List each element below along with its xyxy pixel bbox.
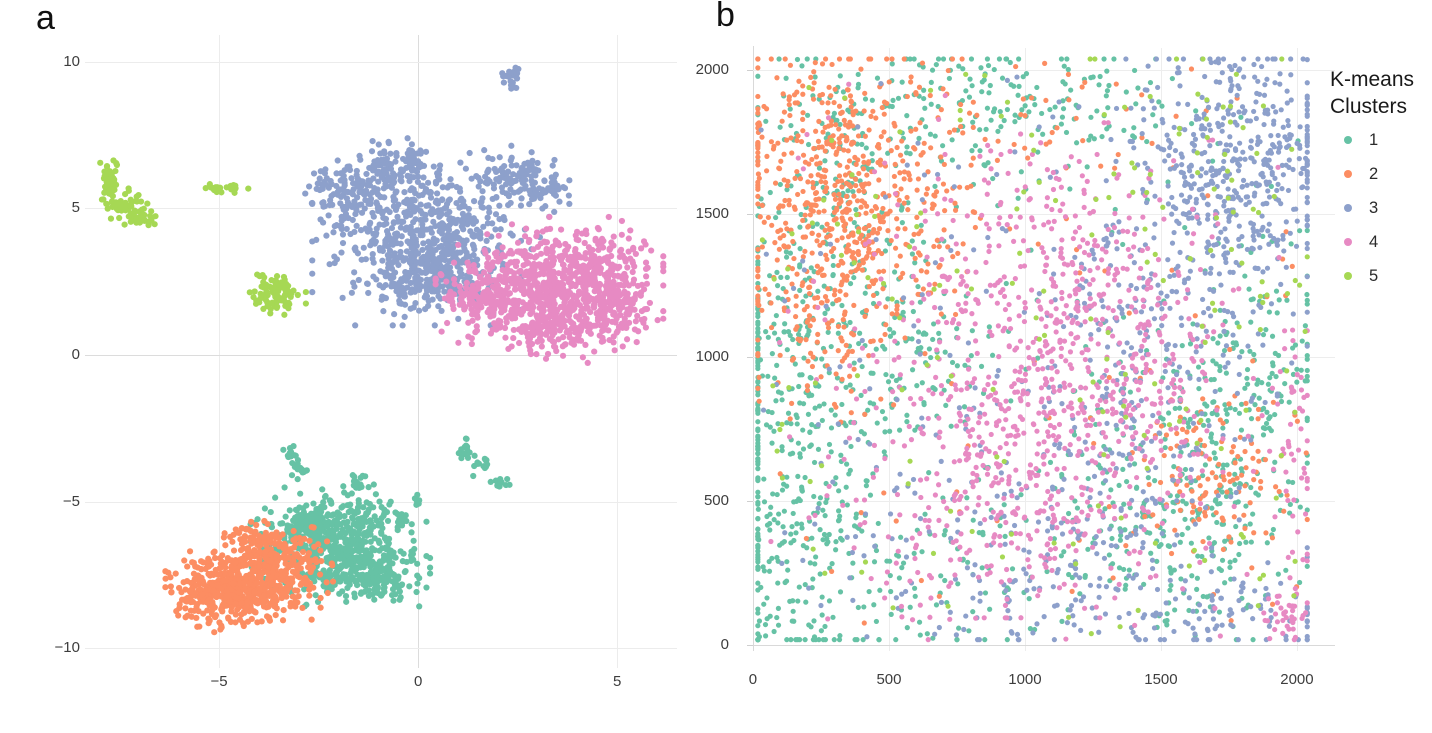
panel-b-x-tick-label: 500 [876,671,902,688]
legend-item-label: 4 [1369,232,1379,251]
kmeans-legend: K-means Clusters 1 2 3 4 5 [1330,66,1430,293]
panel-a-y-tick-label: −5 [62,492,80,510]
legend-item-4: 4 [1330,225,1430,259]
legend-item-label: 2 [1369,164,1379,183]
panel-a-y-tick-label: 10 [63,52,80,70]
legend-items: 1 2 3 4 5 [1330,123,1430,293]
legend-swatch-dot [1344,170,1352,178]
panel-b-y-tick-label: 500 [703,492,729,510]
panel-a-x-tick-label: −5 [210,673,228,690]
legend-swatch-dot [1344,238,1352,246]
panel-a-y-tick-label: 0 [71,345,80,363]
panel-b-y-tick-label: 0 [720,635,729,653]
panel-a-x-tick-label: 5 [612,673,622,690]
legend-title-line2: Clusters [1330,95,1408,118]
legend-item-label: 3 [1369,198,1379,217]
panel-b-x-tick-label: 2000 [1280,671,1314,688]
legend-item-1: 1 [1330,123,1430,157]
panel-a-x-tick-label: 0 [413,673,423,690]
panel-b-label: b [716,0,735,34]
legend-item-3: 3 [1330,191,1430,225]
legend-item-label: 1 [1369,130,1379,149]
panel-b-y-tick-label: 1500 [695,204,729,222]
panel-b-scatter-canvas [741,38,1337,660]
legend-item-2: 2 [1330,157,1430,191]
legend-title-line1: K-means [1330,68,1415,91]
legend-swatch-dot [1344,136,1352,144]
panel-a-label: a [36,0,55,37]
panel-b-y-tick-label: 1000 [695,348,729,366]
legend-item-5: 5 [1330,259,1430,293]
panel-a-y-tick-label: 5 [71,199,80,217]
legend-swatch-dot [1344,204,1352,212]
panel-b-x-tick-label: 1500 [1144,671,1178,688]
panel-a-y-tick-label: −10 [54,639,80,657]
panel-b-x-tick-label: 1000 [1008,671,1042,688]
panel-b-x-tick-label: 0 [748,671,758,688]
legend-item-label: 5 [1369,266,1379,285]
panel-a-scatter-canvas [85,35,680,675]
panel-b-y-tick-label: 2000 [695,60,729,78]
legend-swatch-dot [1344,272,1352,280]
